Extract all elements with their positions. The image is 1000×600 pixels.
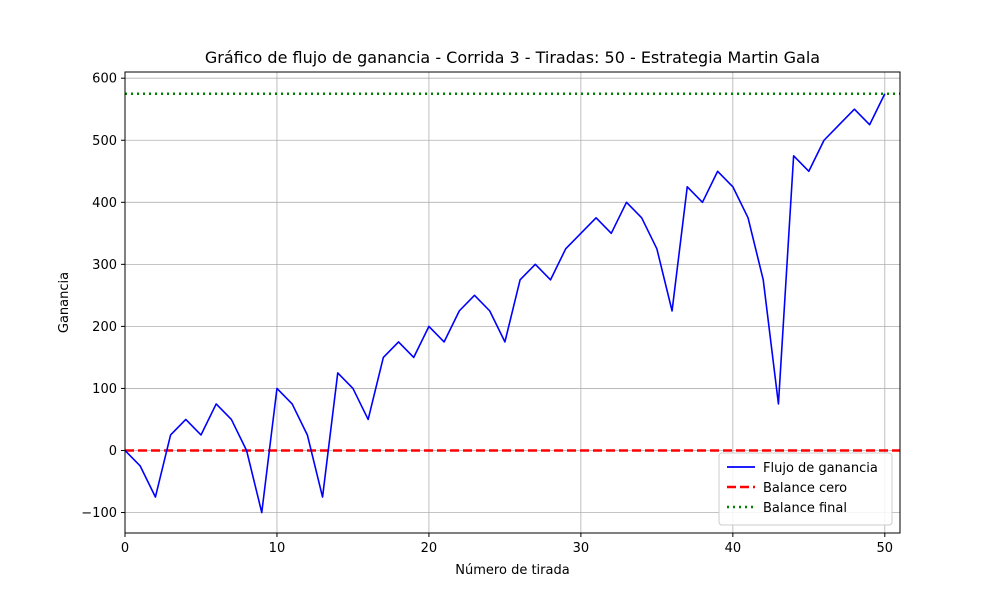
y-axis-ticks: −100 0 100 200 300 400 500 600 bbox=[81, 72, 125, 521]
series-line bbox=[124, 93, 886, 514]
y-tick-label: 200 bbox=[92, 320, 117, 335]
legend-label: Balance final bbox=[763, 501, 847, 516]
y-tick-label: 600 bbox=[92, 72, 117, 87]
x-tick-label: 40 bbox=[725, 541, 742, 556]
x-tick-label: 20 bbox=[421, 541, 438, 556]
x-axis-ticks: 0 10 20 30 40 50 bbox=[121, 533, 893, 556]
series-group bbox=[124, 93, 886, 514]
y-tick-label: 0 bbox=[109, 444, 117, 459]
x-axis-label: Número de tirada bbox=[455, 563, 569, 578]
x-tick-label: 30 bbox=[573, 541, 590, 556]
y-tick-label: 400 bbox=[92, 196, 117, 211]
chart-title: Gráfico de flujo de ganancia - Corrida 3… bbox=[205, 48, 820, 67]
y-tick-label: −100 bbox=[81, 506, 117, 521]
x-tick-label: 10 bbox=[269, 541, 286, 556]
y-tick-label: 100 bbox=[92, 382, 117, 397]
legend-box bbox=[718, 452, 893, 526]
y-axis-label: Ganancia bbox=[57, 272, 72, 333]
x-tick-label: 50 bbox=[877, 541, 894, 556]
legend: Flujo de ganancia Balance cero Balance fin… bbox=[718, 452, 893, 526]
y-tick-label: 500 bbox=[92, 134, 117, 149]
legend-label: Flujo de ganancia bbox=[763, 461, 878, 476]
x-tick-label: 0 bbox=[121, 541, 129, 556]
reference-lines bbox=[125, 92, 900, 452]
y-tick-label: 300 bbox=[92, 258, 117, 273]
plot-frame bbox=[124, 71, 901, 534]
legend-label: Balance cero bbox=[763, 481, 847, 496]
